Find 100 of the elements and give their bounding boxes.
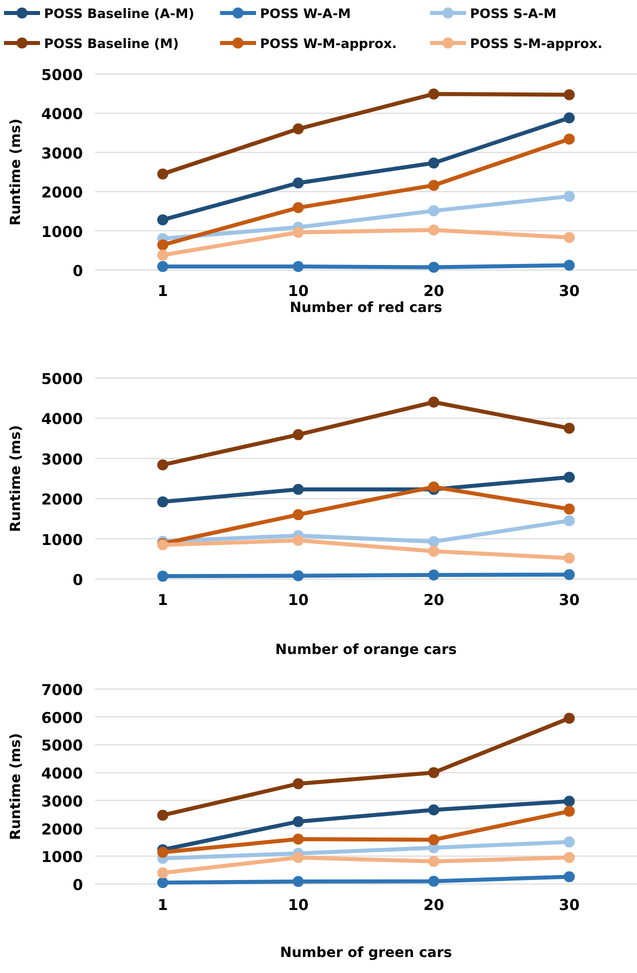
y-axis-title: Runtime (ms)	[8, 733, 24, 840]
y-axis-title: Runtime (ms)	[8, 118, 24, 226]
point	[292, 226, 304, 238]
point	[428, 88, 440, 100]
x-tick-label: 20	[423, 591, 444, 609]
legend-label: POSS S-M-approx.	[470, 37, 602, 52]
y-axis-title: Runtime (ms)	[8, 425, 24, 532]
point	[564, 190, 575, 202]
point	[292, 570, 304, 582]
point	[428, 767, 440, 778]
point	[428, 536, 440, 548]
point	[292, 260, 304, 272]
point	[428, 481, 440, 492]
y-tick-label: 2000	[41, 184, 83, 202]
point	[564, 552, 575, 564]
x-tick-label: 10	[288, 591, 309, 609]
point	[564, 472, 575, 483]
point	[564, 712, 575, 724]
x-tick-label: 1	[158, 896, 168, 914]
x-tick-label: 20	[423, 896, 444, 914]
legend-label: POSS S-A-M	[470, 7, 556, 22]
x-tick-label: 20	[423, 282, 444, 300]
x-axis-title: Number of green cars	[280, 945, 452, 961]
y-tick-label: 1000	[41, 530, 83, 549]
point	[564, 260, 575, 271]
y-tick-label: 1000	[41, 848, 83, 866]
y-tick-label: 5000	[41, 736, 83, 755]
y-tick-label: 3000	[41, 792, 83, 810]
legend-label: POSS W-A-M	[260, 7, 351, 22]
point	[292, 534, 304, 546]
x-tick-label: 10	[288, 896, 309, 914]
y-tick-label: 5000	[41, 66, 83, 84]
x-tick-label: 10	[288, 282, 309, 300]
point	[428, 224, 440, 236]
point	[428, 262, 440, 273]
point	[428, 546, 440, 557]
point	[428, 876, 440, 887]
point	[564, 852, 575, 864]
point	[428, 180, 440, 191]
point	[564, 89, 575, 100]
point	[292, 876, 304, 887]
point	[428, 396, 440, 408]
point	[157, 496, 168, 508]
y-tick-label: 3000	[41, 144, 83, 162]
point	[564, 796, 575, 807]
point	[292, 202, 304, 214]
y-tick-label: 0	[72, 876, 83, 894]
point	[292, 123, 304, 134]
point	[157, 877, 168, 888]
point	[428, 804, 440, 816]
point	[157, 846, 168, 858]
point	[292, 509, 304, 520]
point	[428, 856, 440, 867]
point	[292, 834, 304, 845]
point	[157, 459, 168, 470]
x-axis-title: Number of red cars	[290, 300, 442, 316]
point	[157, 239, 168, 250]
point	[157, 260, 168, 272]
x-tick-label: 1	[158, 591, 168, 609]
x-tick-label: 30	[558, 282, 580, 300]
point	[292, 778, 304, 790]
point	[157, 810, 168, 821]
y-tick-label: 6000	[41, 708, 83, 727]
y-tick-label: 4000	[41, 764, 83, 783]
point	[157, 570, 168, 582]
point	[292, 484, 304, 495]
point	[428, 205, 440, 216]
y-tick-label: 2000	[41, 490, 83, 509]
legend-label: POSS Baseline (A-M)	[44, 7, 194, 22]
y-tick-label: 0	[72, 262, 83, 280]
y-tick-label: 4000	[41, 105, 83, 124]
y-tick-label: 1000	[41, 222, 83, 241]
legend-label: POSS W-M-approx.	[260, 37, 397, 52]
x-tick-label: 30	[558, 591, 580, 609]
point	[157, 168, 168, 180]
point	[292, 177, 304, 188]
point	[157, 250, 168, 261]
point	[292, 852, 304, 864]
point	[564, 806, 575, 817]
point	[292, 816, 304, 828]
point	[564, 515, 575, 526]
point	[157, 867, 168, 878]
point	[428, 834, 440, 846]
point	[564, 112, 575, 124]
y-tick-label: 4000	[41, 410, 83, 428]
point	[564, 422, 575, 434]
point	[564, 134, 575, 145]
point	[564, 232, 575, 243]
y-tick-label: 5000	[41, 370, 83, 388]
point	[564, 836, 575, 848]
y-tick-label: 7000	[41, 681, 83, 699]
point	[428, 569, 440, 580]
point	[564, 871, 575, 882]
point	[292, 429, 304, 440]
x-tick-label: 30	[558, 896, 580, 914]
y-tick-label: 0	[72, 571, 83, 589]
y-tick-label: 3000	[41, 450, 83, 468]
y-tick-label: 2000	[41, 820, 83, 838]
x-tick-label: 1	[158, 282, 168, 300]
legend-label: POSS Baseline (M)	[44, 37, 179, 52]
